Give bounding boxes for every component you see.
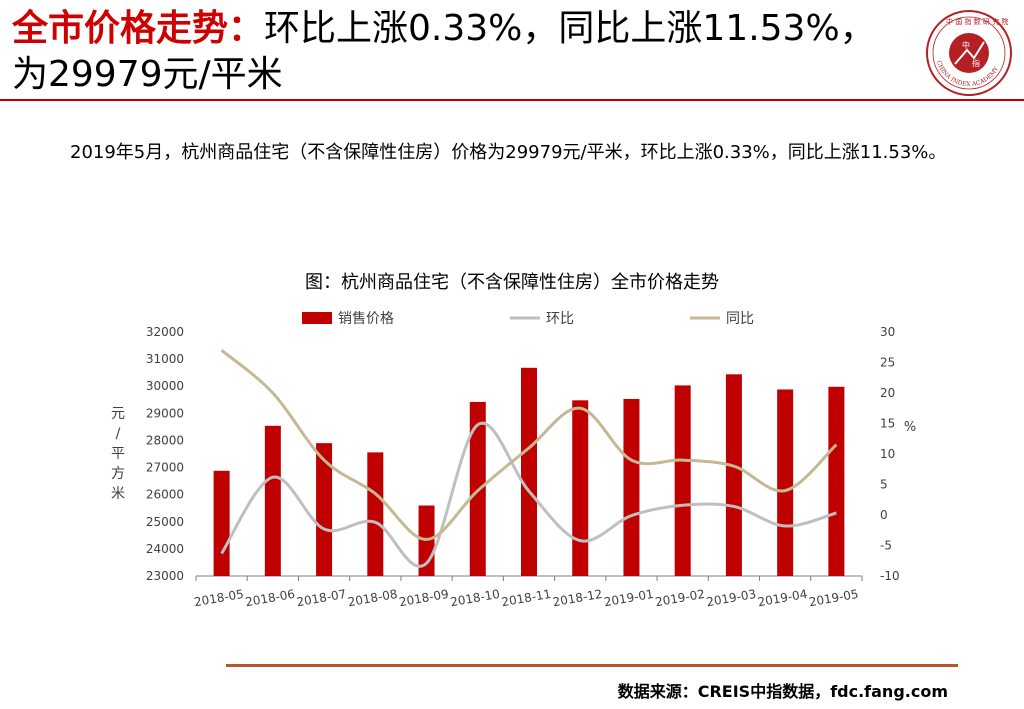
x-tick-label: 2019-05 (808, 587, 860, 609)
y-right-tick-label: 10 (880, 447, 895, 461)
x-tick-label: 2018-08 (347, 587, 399, 609)
y-right-axis-label: % (904, 420, 916, 435)
legend-swatch-sales-price (302, 312, 332, 324)
y-left-tick-label: 30000 (146, 379, 184, 393)
x-tick-label: 2018-06 (244, 587, 296, 609)
y-right-tick-label: 15 (880, 417, 895, 431)
y-right-tick-label: -5 (880, 539, 892, 553)
x-tick-label: 2019-02 (654, 587, 706, 609)
bar-sales-price (828, 386, 845, 576)
bar-sales-price (725, 374, 742, 576)
y-left-tick-label: 23000 (146, 569, 184, 583)
bar-sales-price (213, 470, 230, 576)
y-left-tick-label: 26000 (146, 488, 184, 502)
bar-sales-price (623, 398, 640, 576)
bar-sales-price (264, 425, 281, 576)
y-left-axis-label-char: 米 (111, 486, 125, 502)
legend-label-sales-price: 销售价格 (338, 311, 394, 327)
title-rest: 环比上涨0.33%，同比上涨11.53%，为29979元/平米 (12, 8, 876, 95)
summary-paragraph: 2019年5月，杭州商品住宅（不含保障性住房）价格为29979元/平米，环比上涨… (70, 142, 947, 163)
y-left-tick-label: 29000 (146, 406, 184, 420)
x-tick-label: 2018-05 (193, 587, 245, 609)
svg-text:中 国 指 数 研 究 院: 中 国 指 数 研 究 院 (946, 17, 1008, 26)
x-tick-label: 2019-04 (757, 587, 809, 609)
bar-sales-price (674, 385, 691, 576)
line-mom (220, 421, 837, 568)
y-left-tick-label: 24000 (146, 542, 184, 556)
title-highlight: 全市价格走势： (12, 8, 265, 49)
title-divider (0, 99, 1024, 101)
y-left-tick-label: 28000 (146, 433, 184, 447)
y-left-axis-label-char: / (116, 426, 121, 442)
x-tick-label: 2018-09 (398, 587, 450, 609)
y-left-tick-label: 27000 (146, 461, 184, 475)
y-right-tick-label: 25 (880, 356, 895, 370)
y-left-tick-label: 25000 (146, 515, 184, 529)
legend-label-mom: 环比 (546, 311, 574, 327)
svg-text:中: 中 (962, 40, 970, 50)
y-left-axis-label-char: 方 (111, 466, 125, 482)
y-right-tick-label: 0 (880, 508, 888, 522)
svg-text:指: 指 (972, 58, 980, 68)
bar-sales-price (572, 400, 589, 576)
x-tick-label: 2018-10 (449, 587, 501, 609)
y-right-tick-label: 30 (880, 325, 895, 339)
bar-sales-price (777, 389, 794, 576)
y-left-tick-label: 31000 (146, 352, 184, 366)
x-tick-label: 2018-07 (295, 587, 347, 609)
bar-sales-price (367, 452, 384, 576)
legend-label-yoy: 同比 (726, 311, 754, 327)
x-tick-label: 2019-03 (705, 587, 757, 609)
bottom-divider (226, 664, 958, 667)
bar-sales-price (521, 367, 537, 576)
page-title: 全市价格走势：环比上涨0.33%，同比上涨11.53%，为29979元/平米 (12, 6, 892, 98)
seal-logo: 中 指 CHINA INDEX ACADEMY 中 国 指 数 研 究 院 (926, 10, 1012, 96)
y-left-axis-label-char: 元 (111, 406, 125, 422)
x-tick-label: 2018-12 (552, 587, 604, 609)
x-tick-label: 2019-01 (603, 587, 655, 609)
y-left-tick-label: 32000 (146, 325, 184, 339)
price-trend-chart: 23000 24000 25000 26000 27000 28000 29000 30000… (111, 311, 916, 609)
chart-title: 图：杭州商品住宅（不含保障性住房）全市价格走势 (305, 272, 719, 293)
y-right-tick-label: -10 (880, 569, 900, 583)
y-left-axis-label-char: 平 (111, 446, 125, 462)
data-source: 数据来源：CREIS中指数据，fdc.fang.com (617, 682, 948, 701)
line-yoy (220, 349, 838, 541)
y-right-tick-label: 20 (880, 386, 895, 400)
bar-sales-price (316, 443, 333, 576)
y-right-tick-label: 5 (880, 478, 888, 492)
x-tick-label: 2018-11 (500, 587, 552, 609)
